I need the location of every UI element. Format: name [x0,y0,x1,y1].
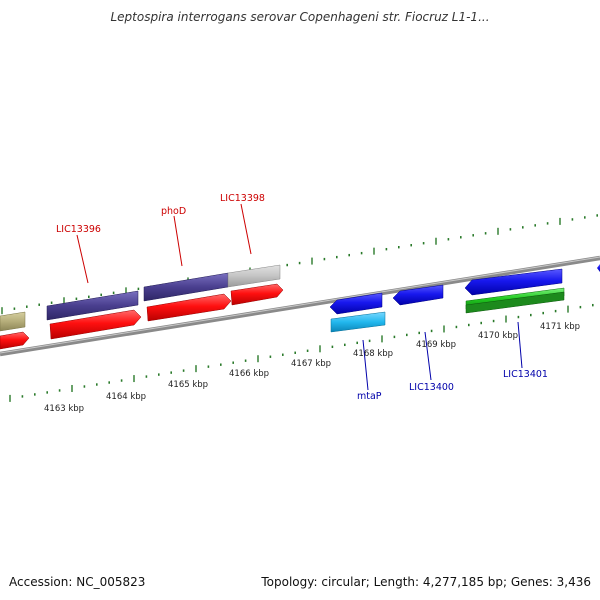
gene-block-red[interactable] [230,283,284,306]
gene-block-green-dark[interactable] [465,291,565,314]
genome-backbone-highlight [0,256,600,354]
reverse-scale-ticks [9,303,594,402]
kbp-label: 4167 kbp [291,359,331,369]
gene-block-cyan[interactable] [330,311,386,333]
genome-backbone [0,255,600,357]
gene-label-lic13401[interactable]: LIC13401 [503,369,548,380]
genome-stats-text: Topology: circular; Length: 4,277,185 bp… [261,575,591,589]
gene-block-blue[interactable] [329,292,383,315]
gene-block-red[interactable] [146,293,232,322]
gene-block-red[interactable] [0,331,30,350]
kbp-label: 4169 kbp [416,340,456,350]
kbp-label: 4164 kbp [106,392,146,402]
kbp-label: 4166 kbp [229,369,269,379]
gene-block-blue[interactable] [464,268,563,296]
gene-label-lic13400[interactable]: LIC13400 [409,382,454,393]
gene-label-lic13398[interactable]: LIC13398 [220,193,265,204]
gene-block-red[interactable] [49,309,142,340]
reverse-strand-features [329,264,600,315]
forward-outer-features [0,264,281,332]
kbp-label: 4171 kbp [540,322,580,332]
gene-block-blue[interactable] [597,264,600,272]
gene-label-mtap[interactable]: mtaP [357,391,382,402]
reverse-outer-features [330,287,565,333]
kbp-label: 4168 kbp [353,349,393,359]
gene-label-lic13396[interactable]: LIC13396 [56,224,101,235]
forward-strand-features [0,283,284,350]
gene-leader-lines [76,203,523,391]
gene-block-grey[interactable] [227,264,281,288]
kbp-label: 4165 kbp [168,380,208,390]
gene-block-khaki[interactable] [0,311,26,332]
gene-block-indigo[interactable] [46,290,139,321]
gene-block-blue[interactable] [392,284,444,306]
accession-text: Accession: NC_005823 [9,575,146,589]
gene-label-phod[interactable]: phoD [161,206,186,217]
kbp-label: 4170 kbp [478,331,518,341]
kbp-label: 4163 kbp [44,404,84,414]
map-title: Leptospira interrogans serovar Copenhage… [110,10,490,24]
